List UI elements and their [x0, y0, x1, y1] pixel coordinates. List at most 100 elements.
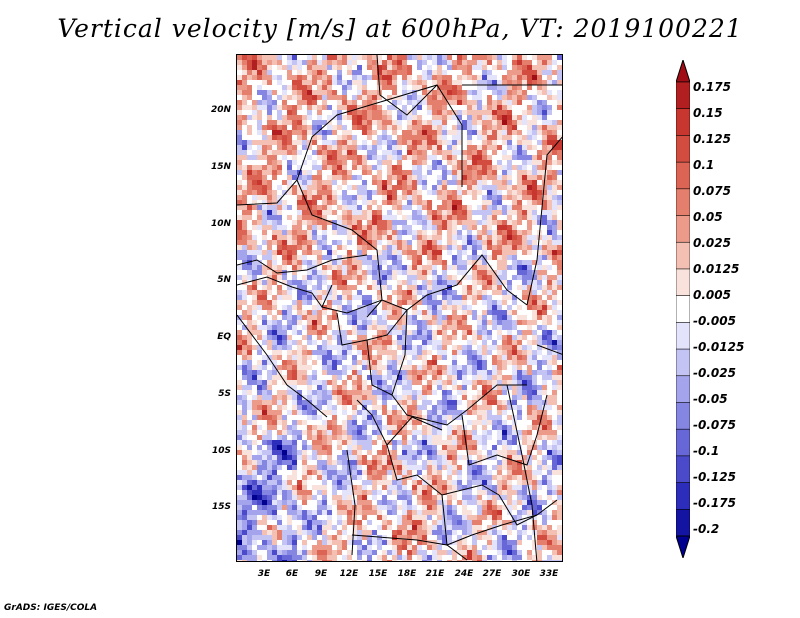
- velocity-cell: [547, 95, 552, 100]
- velocity-cell: [507, 380, 512, 385]
- velocity-cell: [302, 85, 307, 90]
- velocity-cell: [277, 75, 282, 80]
- velocity-cell: [472, 225, 477, 230]
- velocity-cell: [312, 410, 317, 415]
- velocity-cell: [247, 295, 252, 300]
- velocity-cell: [442, 185, 447, 190]
- velocity-cell: [397, 385, 402, 390]
- velocity-cell: [397, 180, 402, 185]
- velocity-cell: [392, 240, 397, 245]
- velocity-cell: [557, 365, 562, 370]
- velocity-cell: [497, 235, 502, 240]
- velocity-cell: [267, 190, 272, 195]
- velocity-cell: [307, 85, 312, 90]
- velocity-cell: [432, 320, 437, 325]
- velocity-cell: [467, 255, 472, 260]
- velocity-cell: [462, 195, 467, 200]
- velocity-cell: [457, 135, 462, 140]
- velocity-cell: [262, 60, 267, 65]
- velocity-cell: [417, 255, 422, 260]
- velocity-cell: [322, 370, 327, 375]
- velocity-cell: [402, 100, 407, 105]
- velocity-cell: [322, 135, 327, 140]
- velocity-cell: [467, 185, 472, 190]
- velocity-cell: [257, 70, 262, 75]
- velocity-cell: [457, 320, 462, 325]
- velocity-cell: [417, 80, 422, 85]
- velocity-cell: [257, 90, 262, 95]
- velocity-cell: [562, 55, 563, 60]
- velocity-cell: [267, 375, 272, 380]
- velocity-cell: [247, 90, 252, 95]
- velocity-cell: [292, 260, 297, 265]
- velocity-cell: [302, 175, 307, 180]
- velocity-cell: [557, 220, 562, 225]
- velocity-cell: [292, 185, 297, 190]
- velocity-cell: [562, 250, 563, 255]
- velocity-cell: [462, 200, 467, 205]
- velocity-cell: [497, 305, 502, 310]
- velocity-cell: [437, 285, 442, 290]
- velocity-cell: [352, 90, 357, 95]
- velocity-cell: [257, 120, 262, 125]
- velocity-cell: [322, 430, 327, 435]
- velocity-cell: [487, 55, 492, 60]
- velocity-cell: [237, 260, 242, 265]
- velocity-cell: [452, 220, 457, 225]
- velocity-cell: [527, 425, 532, 430]
- velocity-cell: [472, 345, 477, 350]
- velocity-cell: [267, 395, 272, 400]
- velocity-cell: [517, 300, 522, 305]
- velocity-cell: [337, 310, 342, 315]
- velocity-cell: [497, 275, 502, 280]
- velocity-cell: [327, 95, 332, 100]
- velocity-cell: [377, 60, 382, 65]
- velocity-cell: [502, 175, 507, 180]
- velocity-cell: [362, 100, 367, 105]
- velocity-cell: [492, 295, 497, 300]
- velocity-cell: [412, 90, 417, 95]
- velocity-cell: [527, 255, 532, 260]
- velocity-cell: [237, 55, 242, 60]
- velocity-cell: [557, 100, 562, 105]
- velocity-cell: [477, 135, 482, 140]
- velocity-cell: [387, 80, 392, 85]
- velocity-cell: [272, 270, 277, 275]
- velocity-cell: [352, 275, 357, 280]
- velocity-cell: [522, 420, 527, 425]
- velocity-cell: [267, 95, 272, 100]
- velocity-cell: [262, 185, 267, 190]
- velocity-cell: [327, 205, 332, 210]
- velocity-cell: [382, 320, 387, 325]
- velocity-cell: [462, 340, 467, 345]
- velocity-cell: [462, 55, 467, 60]
- velocity-cell: [537, 325, 542, 330]
- velocity-cell: [457, 255, 462, 260]
- velocity-cell: [297, 430, 302, 435]
- velocity-cell: [482, 210, 487, 215]
- velocity-cell: [452, 245, 457, 250]
- velocity-cell: [317, 225, 322, 230]
- velocity-cell: [327, 60, 332, 65]
- velocity-cell: [352, 370, 357, 375]
- velocity-cell: [302, 160, 307, 165]
- velocity-cell: [317, 55, 322, 60]
- velocity-cell: [332, 345, 337, 350]
- velocity-cell: [262, 380, 267, 385]
- velocity-cell: [247, 115, 252, 120]
- velocity-cell: [352, 95, 357, 100]
- velocity-cell: [562, 195, 563, 200]
- velocity-cell: [272, 255, 277, 260]
- velocity-cell: [427, 170, 432, 175]
- velocity-cell: [392, 375, 397, 380]
- velocity-cell: [272, 125, 277, 130]
- velocity-cell: [537, 200, 542, 205]
- velocity-cell: [417, 290, 422, 295]
- velocity-cell: [432, 120, 437, 125]
- velocity-cell: [422, 410, 427, 415]
- velocity-cell: [322, 375, 327, 380]
- velocity-cell: [372, 325, 377, 330]
- velocity-cell: [317, 245, 322, 250]
- velocity-cell: [532, 305, 537, 310]
- velocity-cell: [427, 230, 432, 235]
